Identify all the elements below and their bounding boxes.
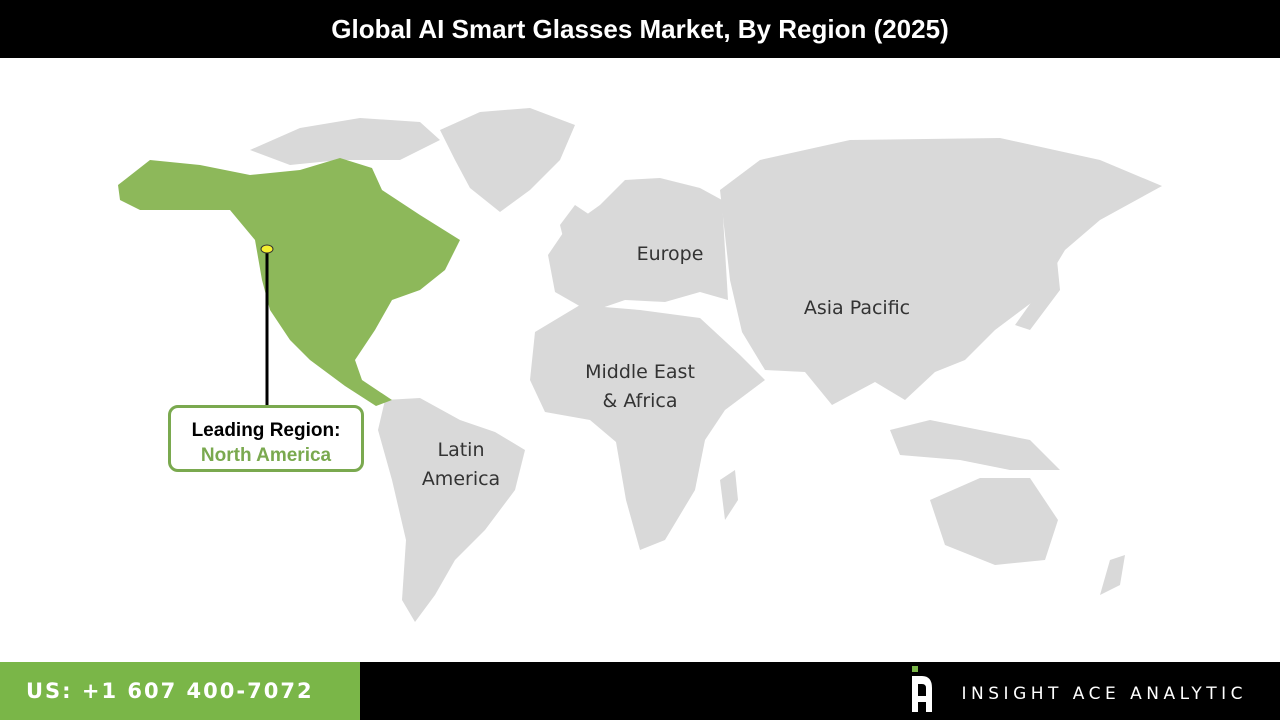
region-europe (548, 178, 728, 312)
region-japan (1015, 240, 1060, 330)
region-latin-america (378, 398, 525, 622)
footer-brand-bar: INSIGHT ACE ANALYTIC (360, 662, 1280, 720)
region-uk (560, 205, 590, 245)
callout-title: Leading Region: (191, 420, 341, 441)
location-marker (260, 244, 274, 254)
brand-logo-icon (912, 666, 932, 712)
brand-name: INSIGHT ACE ANALYTIC (961, 684, 1247, 704)
region-mea (530, 305, 765, 550)
region-arctic-islands (250, 118, 440, 165)
label-latin-america: Latin America (422, 436, 500, 494)
region-se-asia-islands (890, 420, 1060, 470)
label-latam-line1: Latin (437, 439, 485, 461)
callout-value: North America (200, 445, 332, 466)
label-latam-line2: America (421, 468, 501, 490)
region-north-america (118, 158, 460, 406)
region-asia-pacific (720, 138, 1162, 405)
world-map (118, 108, 1162, 622)
header-bar: Global AI Smart Glasses Market, By Regio… (0, 0, 1280, 58)
label-mea-line1: Middle East (585, 361, 695, 383)
region-new-zealand (1100, 555, 1125, 595)
region-greenland (440, 108, 575, 212)
page-title: Global AI Smart Glasses Market, By Regio… (331, 13, 949, 44)
label-europe: Europe (636, 243, 704, 265)
footer-contact: US: +1 607 400-7072 (0, 662, 360, 720)
label-mea: Middle East & Africa (585, 358, 695, 416)
leading-region-callout: Leading Region: North America (168, 405, 364, 472)
phone-number: US: +1 607 400-7072 (26, 679, 314, 703)
label-asia-pacific: Asia Pacific (803, 297, 911, 319)
label-mea-line2: & Africa (602, 390, 678, 412)
region-australia (930, 478, 1058, 565)
region-madagascar (720, 470, 738, 520)
